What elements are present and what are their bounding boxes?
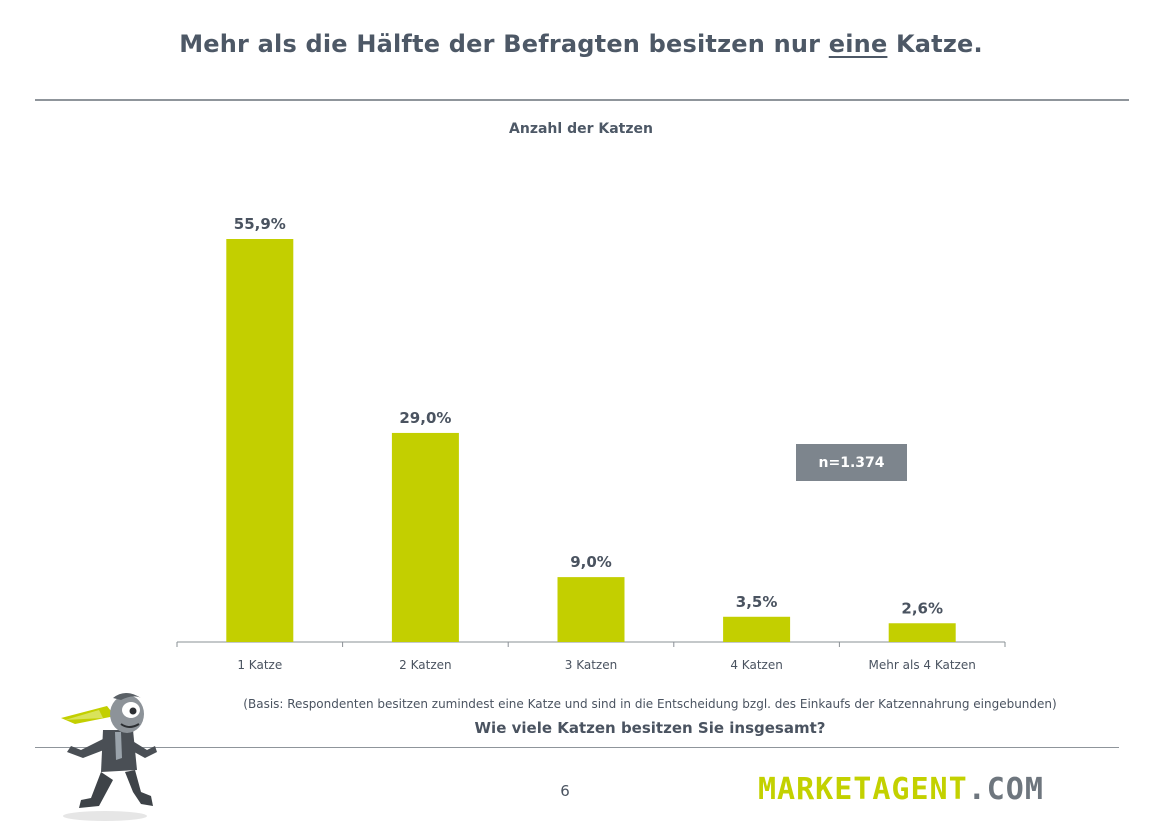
data-label: 9,0%: [570, 553, 612, 571]
data-label: 2,6%: [901, 599, 943, 617]
bar: [888, 623, 956, 642]
footer-divider: [35, 747, 1119, 748]
category-label: 2 Katzen: [399, 658, 451, 672]
survey-question: Wie viele Katzen besitzen Sie insgesamt?: [474, 719, 826, 737]
data-label: 55,9%: [234, 215, 286, 233]
marketagent-logo: MARKETAGENT .COM: [758, 771, 1044, 807]
sample-size-badge: n=1.374: [796, 444, 907, 481]
title-emphasis: eine: [828, 30, 888, 58]
bar: [557, 577, 625, 642]
bar: [723, 616, 791, 642]
bar: [226, 239, 294, 642]
basis-note: (Basis: Respondenten besitzen zumindest …: [243, 697, 1057, 711]
running-mascot-icon: [61, 693, 157, 821]
chart-title: Anzahl der Katzen: [509, 121, 653, 137]
bar-chart: 55,9% 1 Katze 29,0% 2 Katzen 9,0% 3 Katzen 3,5…: [176, 215, 1006, 672]
data-label: 29,0%: [399, 409, 451, 427]
header-divider: [35, 99, 1129, 101]
data-label: 3,5%: [736, 593, 778, 611]
page-number: 6: [560, 782, 570, 800]
category-label: 1 Katze: [237, 658, 282, 672]
category-label: 3 Katzen: [565, 658, 617, 672]
page-title: Mehr als die Hälfte der Befragten besitz…: [179, 30, 983, 58]
bar: [391, 432, 459, 642]
category-label: Mehr als 4 Katzen: [869, 658, 976, 672]
category-label: 4 Katzen: [730, 658, 782, 672]
